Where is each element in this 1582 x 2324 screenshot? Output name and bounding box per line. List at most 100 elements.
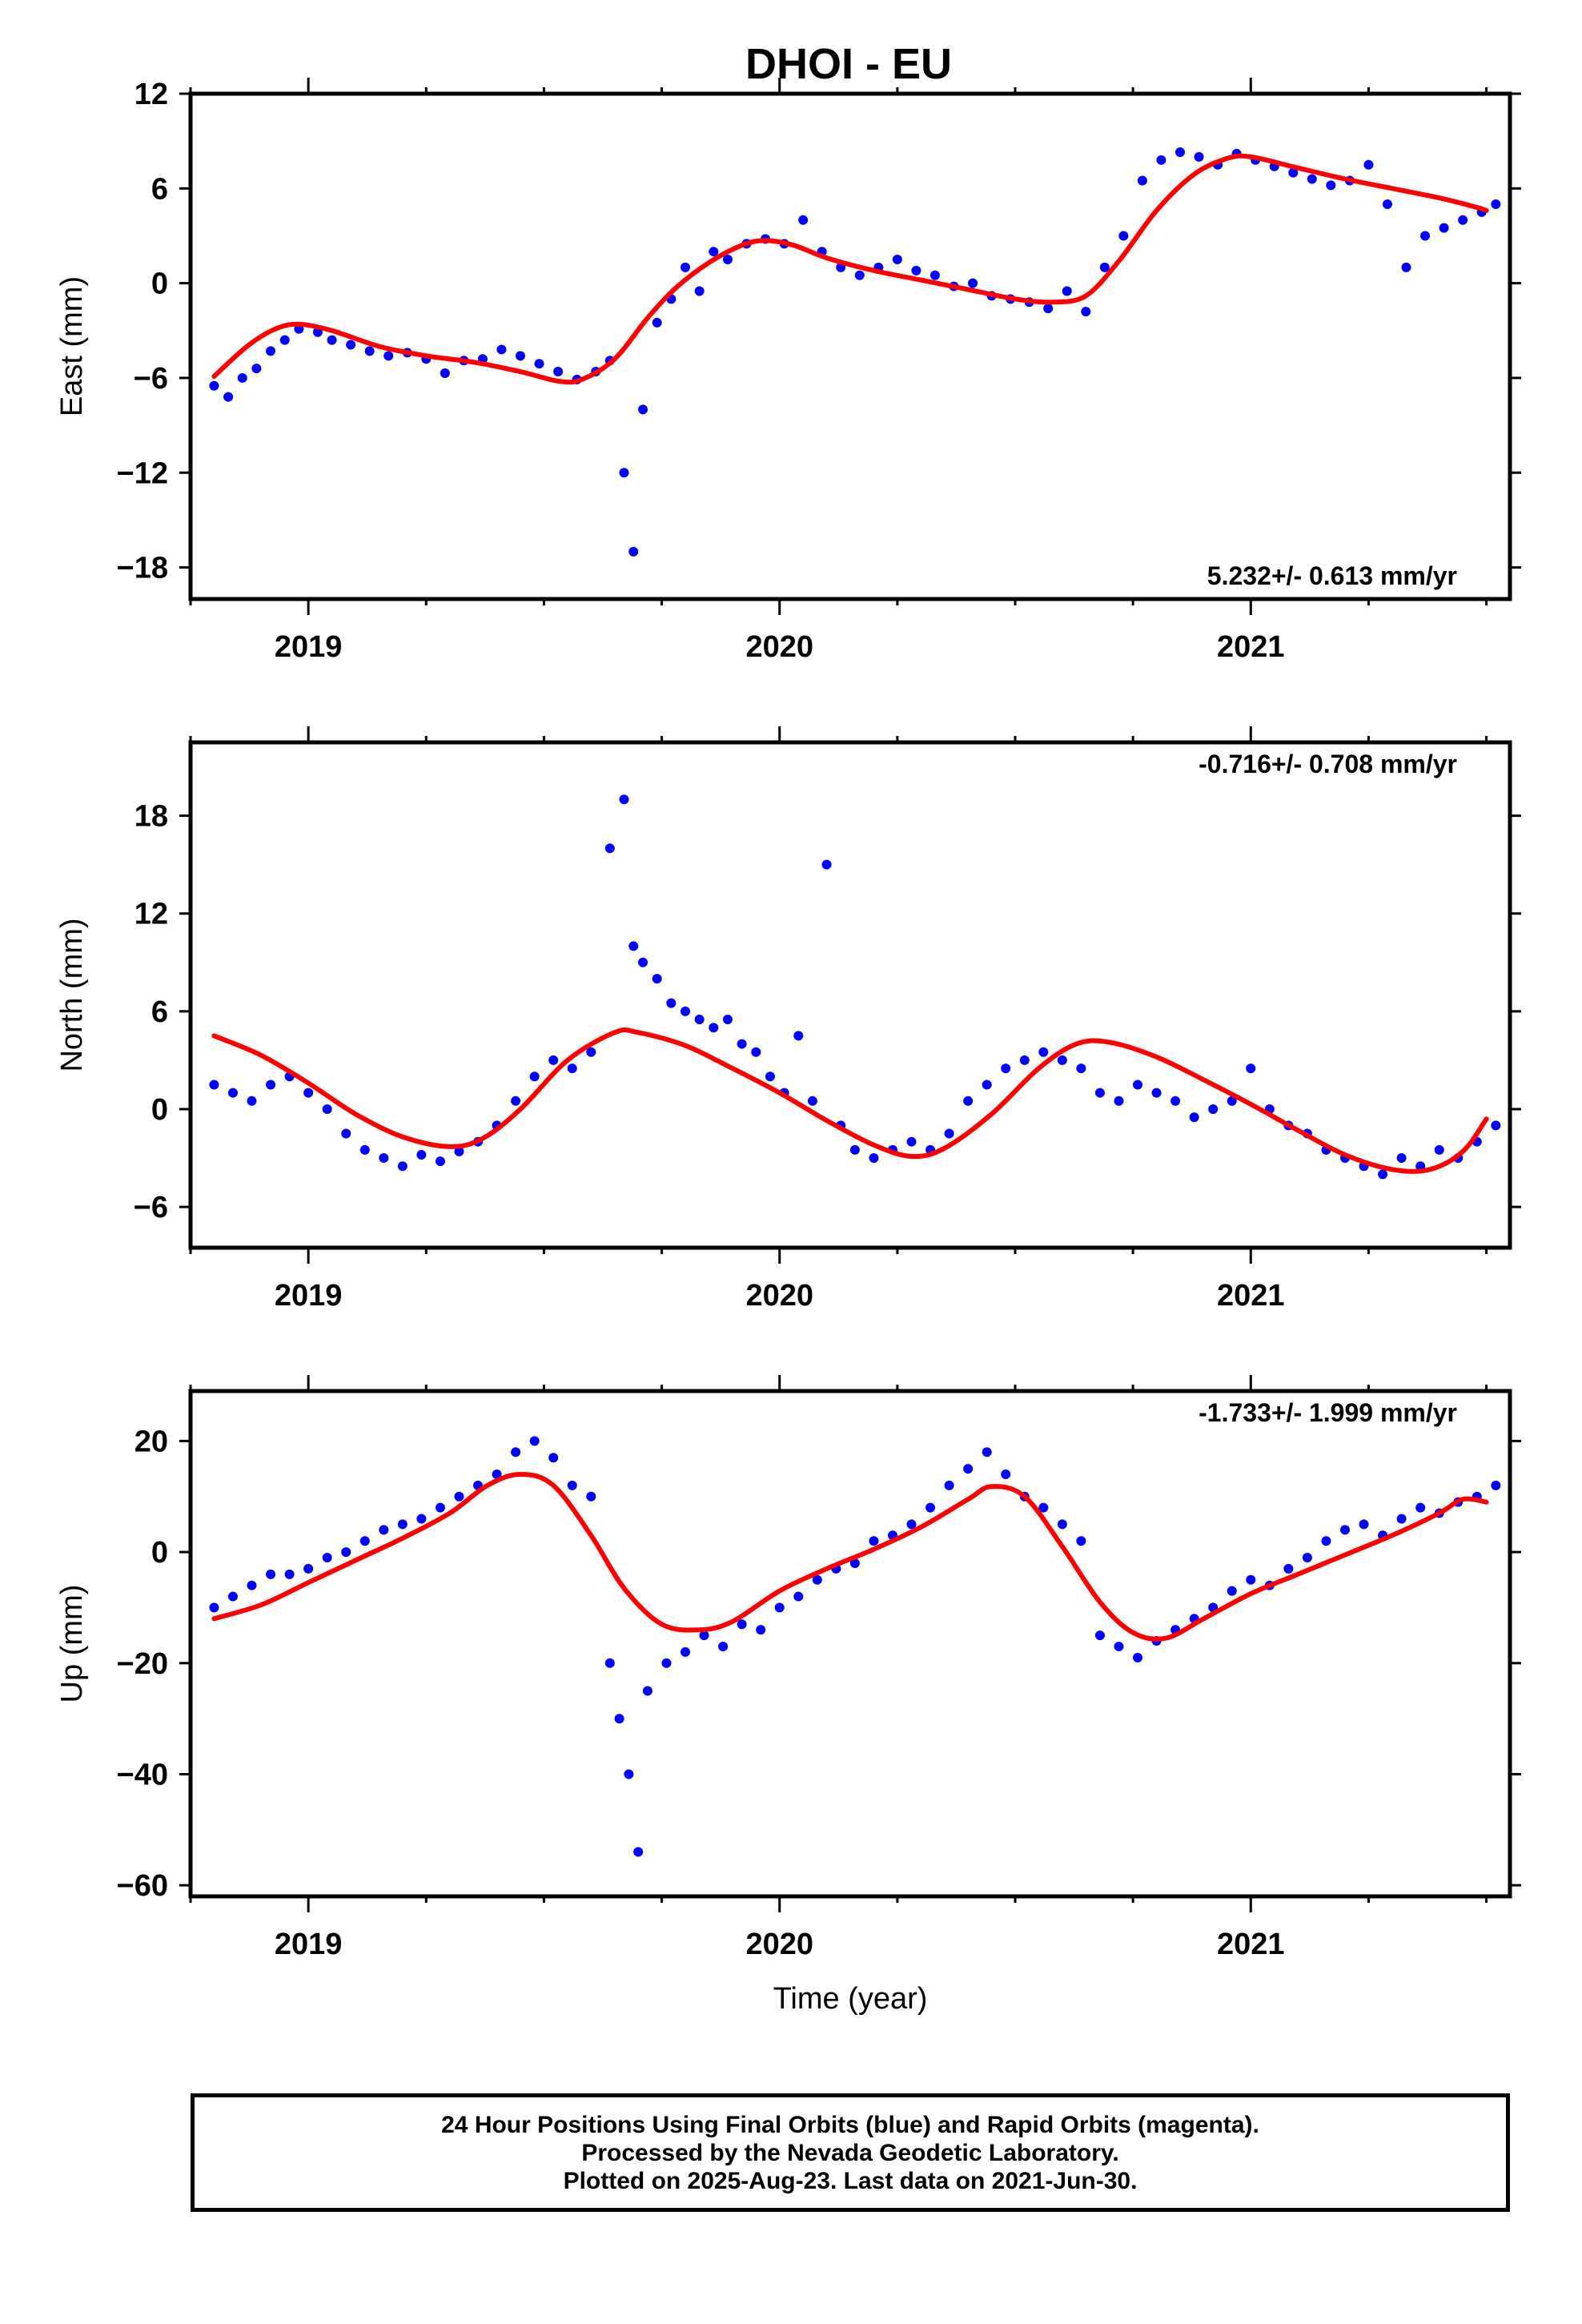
data-point <box>1491 199 1501 210</box>
data-point <box>1062 286 1072 296</box>
data-point <box>968 278 978 288</box>
data-point <box>341 1547 351 1558</box>
data-point <box>624 1769 634 1779</box>
data-point <box>1114 1641 1124 1651</box>
data-point <box>567 1063 577 1074</box>
data-point <box>1038 1502 1049 1513</box>
footer-caption-box: 24 Hour Positions Using Final Orbits (bl… <box>191 2093 1510 2212</box>
data-point <box>237 372 247 383</box>
data-point <box>1359 1519 1369 1530</box>
data-point <box>869 1153 879 1164</box>
data-point <box>722 255 733 265</box>
panel-frame <box>188 91 1512 601</box>
y-tick-label: 18 <box>135 800 168 834</box>
data-point <box>266 346 276 356</box>
data-point <box>303 1563 314 1574</box>
data-point <box>737 1619 747 1630</box>
data-point <box>435 1502 445 1513</box>
x-tick-label: 2020 <box>745 1928 813 1961</box>
data-point <box>1094 1630 1105 1641</box>
data-point <box>1227 1586 1237 1596</box>
data-point <box>694 286 705 296</box>
data-point <box>638 957 648 967</box>
data-point <box>416 1514 427 1524</box>
data-point <box>751 1047 761 1057</box>
data-point <box>548 1055 559 1065</box>
data-point <box>279 335 290 345</box>
data-point <box>821 859 832 870</box>
y-tick-label: −12 <box>117 456 168 490</box>
data-point <box>892 255 902 265</box>
y-axis-label: Up (mm) <box>55 1585 89 1703</box>
data-point <box>694 1015 705 1025</box>
x-tick-label: 2020 <box>745 630 813 664</box>
data-point <box>379 1525 389 1535</box>
data-point <box>652 974 662 984</box>
y-tick-label: −60 <box>117 1869 168 1903</box>
data-point <box>534 359 544 369</box>
data-point <box>359 1144 370 1155</box>
y-tick-label: 12 <box>135 898 168 931</box>
data-point <box>1114 1096 1124 1106</box>
data-point <box>284 1569 295 1579</box>
data-point <box>1137 175 1147 186</box>
y-tick-label: −20 <box>117 1647 168 1681</box>
x-tick-label: 2021 <box>1217 1928 1285 1961</box>
data-point <box>266 1569 276 1579</box>
data-point <box>346 340 356 350</box>
data-point <box>1420 231 1431 241</box>
data-point <box>661 1658 672 1668</box>
data-point <box>812 1574 822 1585</box>
data-point <box>774 1602 785 1613</box>
data-point <box>1415 1502 1426 1513</box>
panel-frame <box>188 740 1512 1250</box>
data-point <box>1118 231 1129 241</box>
data-point <box>906 1136 917 1147</box>
data-point <box>266 1080 276 1090</box>
data-point <box>1019 1055 1030 1065</box>
data-point <box>737 1039 747 1049</box>
data-point <box>666 998 677 1008</box>
y-axis-label: North (mm) <box>55 918 89 1072</box>
model-fit-line <box>211 153 1489 385</box>
model-fit-line <box>211 1472 1489 1642</box>
data-point <box>1439 223 1449 233</box>
data-point <box>364 346 375 356</box>
data-point <box>1133 1652 1143 1663</box>
data-point <box>1175 147 1185 157</box>
data-point <box>1038 1047 1049 1057</box>
data-point <box>1307 174 1317 184</box>
data-point <box>227 1591 238 1602</box>
data-point <box>681 262 690 272</box>
panel-1: −6 0 6 12 18 2019 2020 2021 North (mm) -0.716+/- … <box>55 726 1521 1313</box>
data-point <box>849 1558 860 1568</box>
velocity-annotation: 5.232+/- 0.613 mm/yr <box>1207 561 1457 590</box>
data-point <box>1378 1169 1388 1180</box>
data-point <box>628 546 639 557</box>
data-point <box>209 380 219 391</box>
y-tick-label: 6 <box>151 172 168 206</box>
data-point <box>718 1641 729 1651</box>
data-point <box>454 1146 464 1156</box>
y-axis-label: East (mm) <box>55 276 89 416</box>
data-point <box>567 1480 577 1490</box>
data-point <box>511 1447 521 1458</box>
data-point <box>1001 1470 1011 1480</box>
data-point <box>1099 262 1110 272</box>
data-point <box>911 265 921 275</box>
data-point <box>619 794 629 805</box>
data-point <box>1076 1536 1086 1546</box>
data-point <box>807 1096 817 1106</box>
data-point <box>322 1104 332 1114</box>
data-point <box>379 1153 389 1164</box>
data-point <box>511 1096 521 1106</box>
data-point <box>1283 1563 1294 1574</box>
footer-line-1: 24 Hour Positions Using Final Orbits (bl… <box>441 2111 1259 2138</box>
data-point <box>681 1006 690 1016</box>
data-point <box>926 1502 936 1513</box>
data-point <box>586 1491 596 1502</box>
x-axis-label: Time (year) <box>773 1982 928 2016</box>
data-point <box>1363 159 1374 170</box>
y-tick-label: 6 <box>151 995 168 1029</box>
